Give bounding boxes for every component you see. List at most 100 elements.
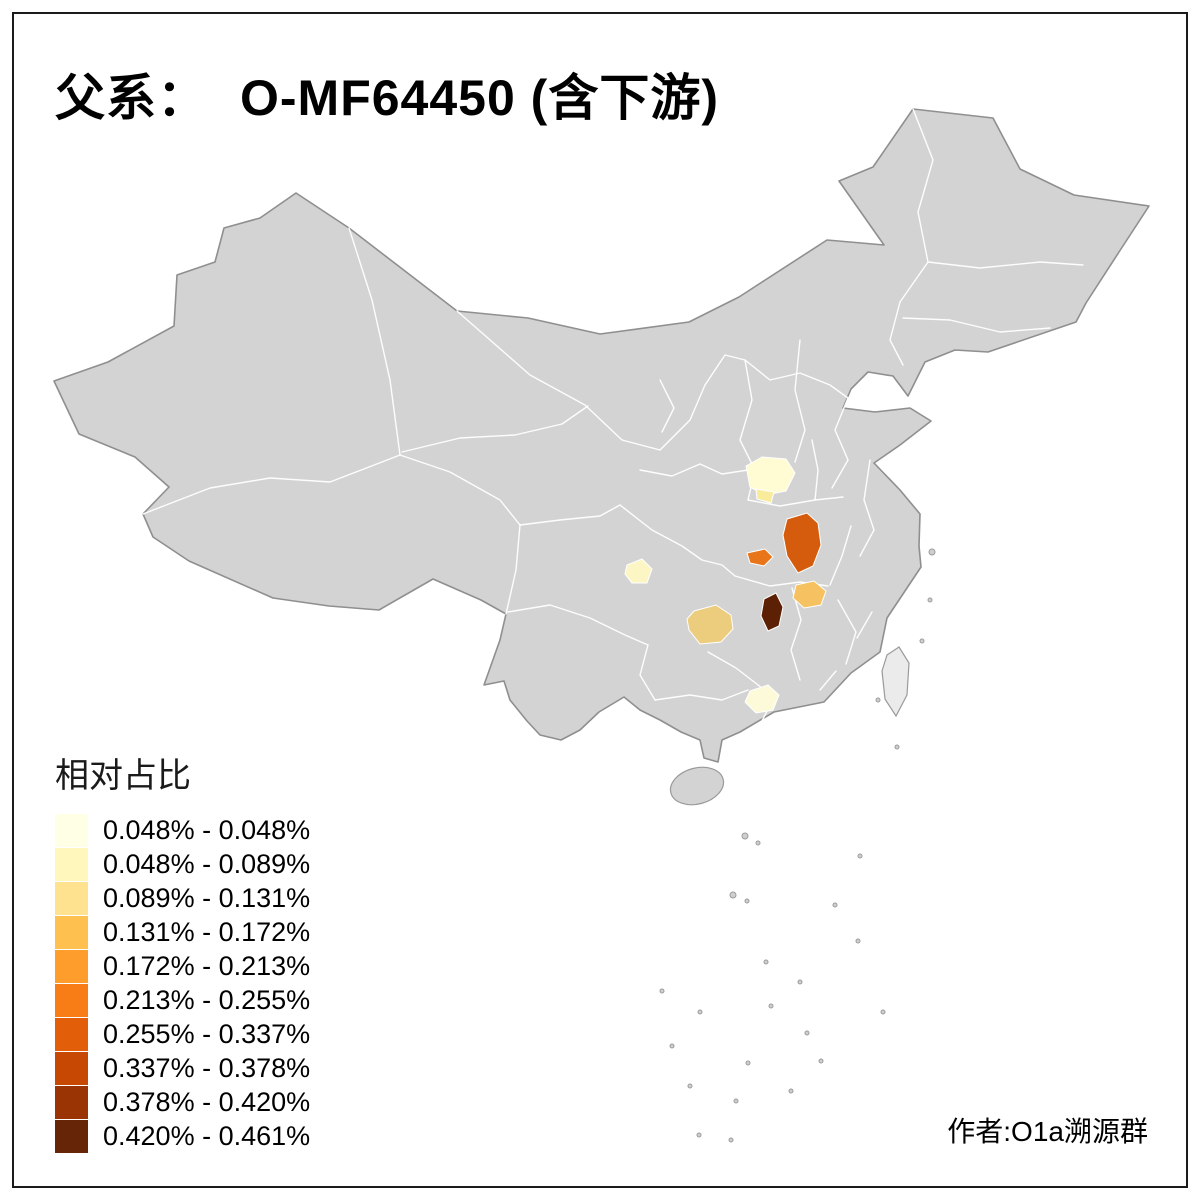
- highlight-region: [792, 580, 827, 609]
- legend-swatch: [55, 949, 88, 983]
- legend-item: 0.337% - 0.378%: [55, 1051, 310, 1085]
- islet: [880, 1009, 886, 1015]
- islet: [745, 1060, 751, 1066]
- islet: [768, 1003, 774, 1009]
- legend-swatch: [55, 1085, 88, 1119]
- legend-swatch: [55, 847, 88, 881]
- legend-item: 0.048% - 0.048%: [55, 813, 310, 847]
- highlight-region: [746, 548, 774, 567]
- legend-label: 0.213% - 0.255%: [103, 984, 311, 1015]
- province-border-line: [829, 525, 852, 586]
- islet: [687, 1083, 693, 1089]
- province-border-line: [927, 261, 1084, 269]
- legend-swatch: [55, 915, 88, 949]
- islet: [763, 959, 769, 965]
- province-border-line: [859, 459, 875, 557]
- islet: [832, 902, 838, 908]
- highlight-region: [745, 456, 796, 496]
- province-border-line: [654, 689, 749, 701]
- highlight-region: [686, 604, 734, 645]
- province-border-line: [639, 644, 656, 701]
- islet: [733, 1098, 739, 1104]
- highlight-region: [744, 684, 780, 714]
- islet: [744, 898, 750, 904]
- province-border-line: [505, 524, 521, 615]
- province-border-line: [819, 670, 837, 691]
- islet: [659, 988, 665, 994]
- province-border-line: [142, 454, 401, 515]
- province-border-line: [747, 496, 844, 507]
- legend-label: 0.255% - 0.337%: [103, 1018, 311, 1049]
- legend-title: 相对占比: [55, 757, 191, 795]
- islet: [919, 638, 925, 644]
- islet: [669, 1043, 675, 1049]
- islet: [697, 1009, 703, 1015]
- islet: [855, 938, 861, 944]
- province-border-line: [902, 317, 1051, 333]
- islet: [729, 891, 737, 899]
- title-haplogroup: O-MF64450 (含下游): [240, 70, 719, 126]
- legend-label: 0.172% - 0.213%: [103, 950, 311, 981]
- province-border-line: [639, 463, 749, 477]
- province-border-line: [348, 227, 401, 456]
- province-border-line: [619, 504, 736, 577]
- legend-item: 0.131% - 0.172%: [55, 915, 310, 949]
- province-border-line: [519, 504, 621, 526]
- legend-swatch: [55, 983, 88, 1017]
- highlighted-regions: [624, 456, 827, 714]
- legend-swatch: [55, 813, 88, 847]
- province-border-line: [856, 611, 873, 639]
- province-border-line: [507, 604, 649, 646]
- province-border-line: [401, 405, 589, 453]
- province-border-line: [399, 454, 521, 526]
- islet: [804, 1030, 810, 1036]
- legend-item: 0.213% - 0.255%: [55, 983, 310, 1017]
- author-credit: 作者:O1a溯源群: [947, 1116, 1148, 1147]
- legend-item: 0.420% - 0.461%: [55, 1119, 310, 1153]
- legend-label: 0.048% - 0.048%: [103, 814, 311, 845]
- islet: [818, 1058, 824, 1064]
- legend-item: 0.378% - 0.420%: [55, 1085, 310, 1119]
- legend-swatch: [55, 881, 88, 915]
- legend-label: 0.089% - 0.131%: [103, 882, 311, 913]
- legend: 相对占比 0.048% - 0.048% 0.048% - 0.089% 0.0…: [55, 748, 310, 1153]
- highlight-region: [782, 512, 822, 574]
- highlight-region: [760, 592, 784, 632]
- islet: [928, 548, 936, 556]
- islet: [857, 853, 863, 859]
- highlight-region: [624, 558, 653, 584]
- islet: [894, 744, 900, 750]
- province-border-line: [794, 339, 806, 463]
- province-border-line: [659, 379, 675, 433]
- legend-swatch: [55, 1017, 88, 1051]
- legend-item: 0.089% - 0.131%: [55, 881, 310, 915]
- china-landmass: [53, 108, 1150, 763]
- islet: [728, 1137, 734, 1143]
- islet: [696, 1132, 702, 1138]
- legend-label: 0.420% - 0.461%: [103, 1120, 311, 1151]
- legend-swatch: [55, 1119, 88, 1153]
- legend-item: 0.255% - 0.337%: [55, 1017, 310, 1051]
- legend-label: 0.131% - 0.172%: [103, 916, 311, 947]
- legend-item: 0.048% - 0.089%: [55, 847, 310, 881]
- highlight-region: [755, 488, 775, 504]
- legend-label: 0.337% - 0.378%: [103, 1052, 311, 1083]
- islet: [755, 840, 761, 846]
- province-border-line: [790, 587, 802, 681]
- legend-label: 0.378% - 0.420%: [103, 1086, 311, 1117]
- province-border-line: [837, 599, 857, 665]
- legend-item: 0.172% - 0.213%: [55, 949, 310, 983]
- legend-label: 0.048% - 0.089%: [103, 848, 311, 879]
- page-title: 父系： O-MF64450 (含下游): [55, 58, 719, 130]
- province-border-line: [811, 439, 819, 501]
- province-border-line: [831, 397, 849, 489]
- hainan-island: [669, 766, 725, 806]
- province-border-line: [707, 651, 763, 689]
- south-china-sea-islands: [659, 548, 936, 1143]
- taiwan-island: [881, 646, 910, 718]
- legend-swatch: [55, 1051, 88, 1085]
- islet: [741, 832, 749, 840]
- islet: [875, 697, 881, 703]
